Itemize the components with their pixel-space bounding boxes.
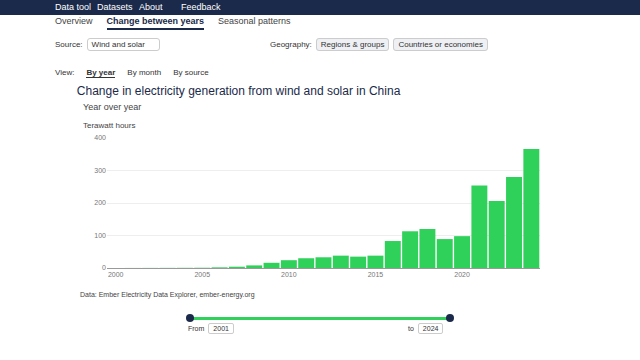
html-text:Countries or economies: Countries or economies: [398, 40, 483, 49]
html-text:Source:: Source:: [55, 40, 83, 49]
svg-text:2005: 2005: [194, 271, 210, 278]
svg-text:0: 0: [102, 264, 106, 271]
html-text:2001: 2001: [213, 325, 229, 332]
svg-text:Terawatt hours: Terawatt hours: [83, 121, 135, 130]
html-text:View:: View:: [55, 68, 75, 77]
html-text:Data tool: Data tool: [55, 2, 91, 12]
html-text:to: to: [408, 325, 414, 332]
svg-text:300: 300: [94, 167, 106, 174]
html-text:2024: 2024: [422, 325, 439, 332]
svg-text:2015: 2015: [368, 271, 384, 278]
html-text:Feedback: Feedback: [181, 2, 221, 12]
html-text:Data: Ember Electricity Data E: Data: Ember Electricity Data Explorer, e…: [80, 291, 255, 298]
html-text:Regions & groups: Regions & groups: [320, 40, 385, 49]
svg-text:Year over year: Year over year: [83, 102, 141, 112]
html-text:About: About: [139, 2, 163, 12]
html-text:Overview: Overview: [55, 16, 93, 26]
svg-text:2010: 2010: [281, 271, 297, 278]
html-text:From: From: [188, 325, 205, 332]
html-text:By month: By month: [127, 68, 162, 77]
html-text:Seasonal patterns: Seasonal patterns: [218, 16, 291, 26]
html-text:Geography:: Geography:: [270, 40, 312, 49]
svg-text:200: 200: [94, 199, 106, 206]
html-text:By source: By source: [173, 68, 209, 77]
svg-text:2020: 2020: [454, 271, 470, 278]
html-text:Wind and solar: Wind and solar: [91, 40, 145, 49]
svg-text:Change in electricity generati: Change in electricity generation from wi…: [77, 84, 401, 98]
svg-text:100: 100: [94, 232, 106, 239]
svg-text:2000: 2000: [108, 271, 124, 278]
svg-text:400: 400: [94, 134, 106, 141]
html-text:By year: By year: [86, 68, 116, 77]
html-text:Change between years: Change between years: [106, 16, 205, 26]
html-text:Datasets: Datasets: [97, 2, 133, 12]
